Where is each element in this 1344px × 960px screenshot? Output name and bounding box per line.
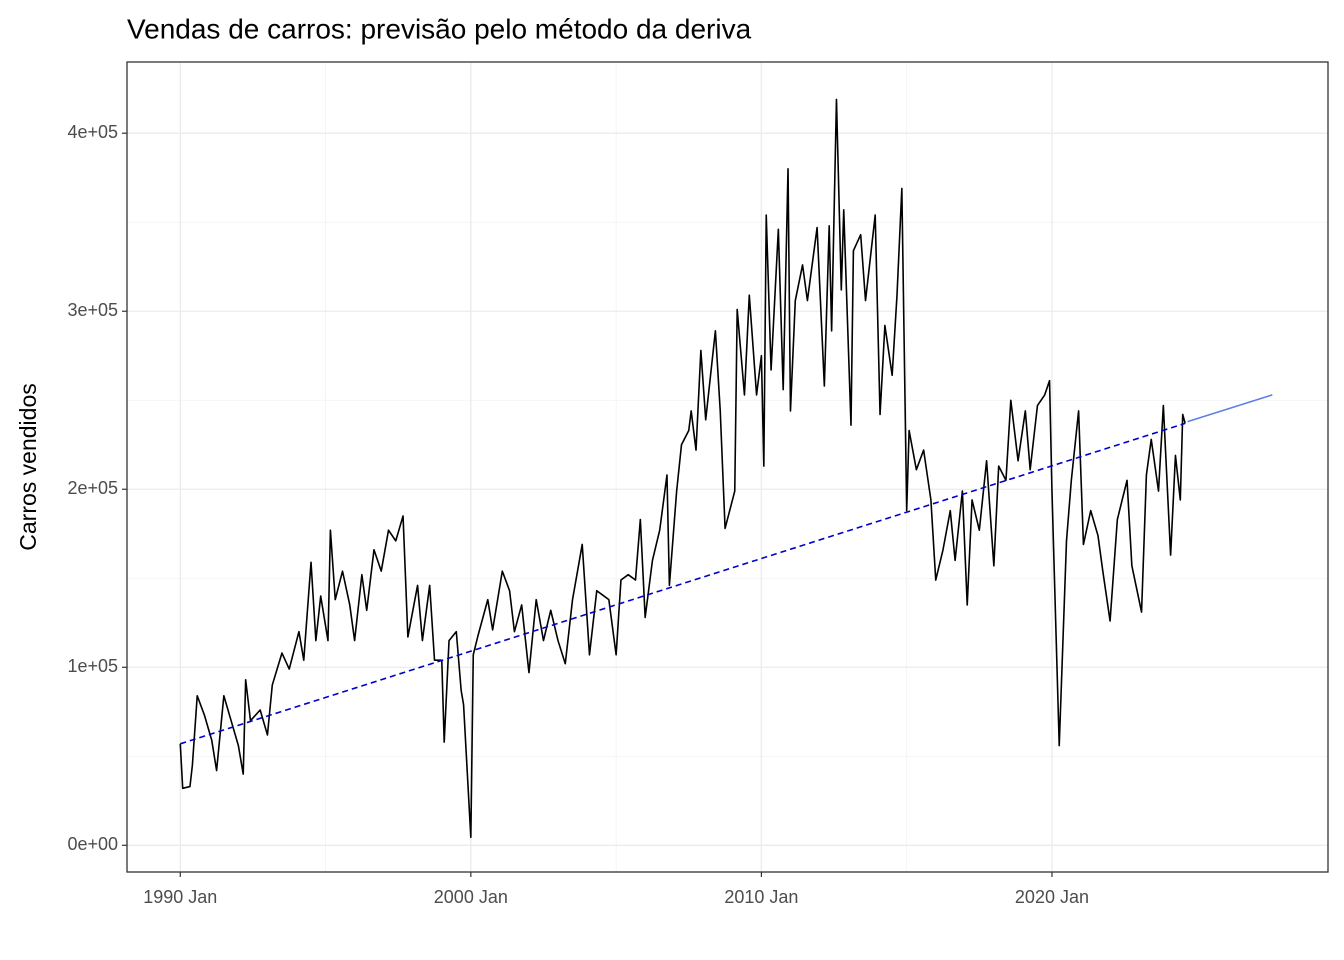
x-tick-label: 2020 Jan — [1015, 887, 1089, 907]
x-tick-label: 2000 Jan — [434, 887, 508, 907]
panel-border — [126, 61, 1329, 873]
series-line — [1187, 394, 1273, 423]
y-tick-label: 4e+05 — [67, 122, 118, 142]
y-tick-label: 2e+05 — [67, 478, 118, 498]
series-line — [179, 98, 1186, 839]
y-tick-label: 0e+00 — [67, 834, 118, 854]
series-line — [180, 422, 1186, 745]
x-tick-label: 2010 Jan — [724, 887, 798, 907]
chart-title: Vendas de carros: previsão pelo método d… — [127, 13, 752, 44]
y-tick-label: 3e+05 — [67, 300, 118, 320]
y-tick-label: 1e+05 — [67, 656, 118, 676]
x-tick-label: 1990 Jan — [143, 887, 217, 907]
y-axis-label: Carros vendidos — [15, 383, 41, 550]
